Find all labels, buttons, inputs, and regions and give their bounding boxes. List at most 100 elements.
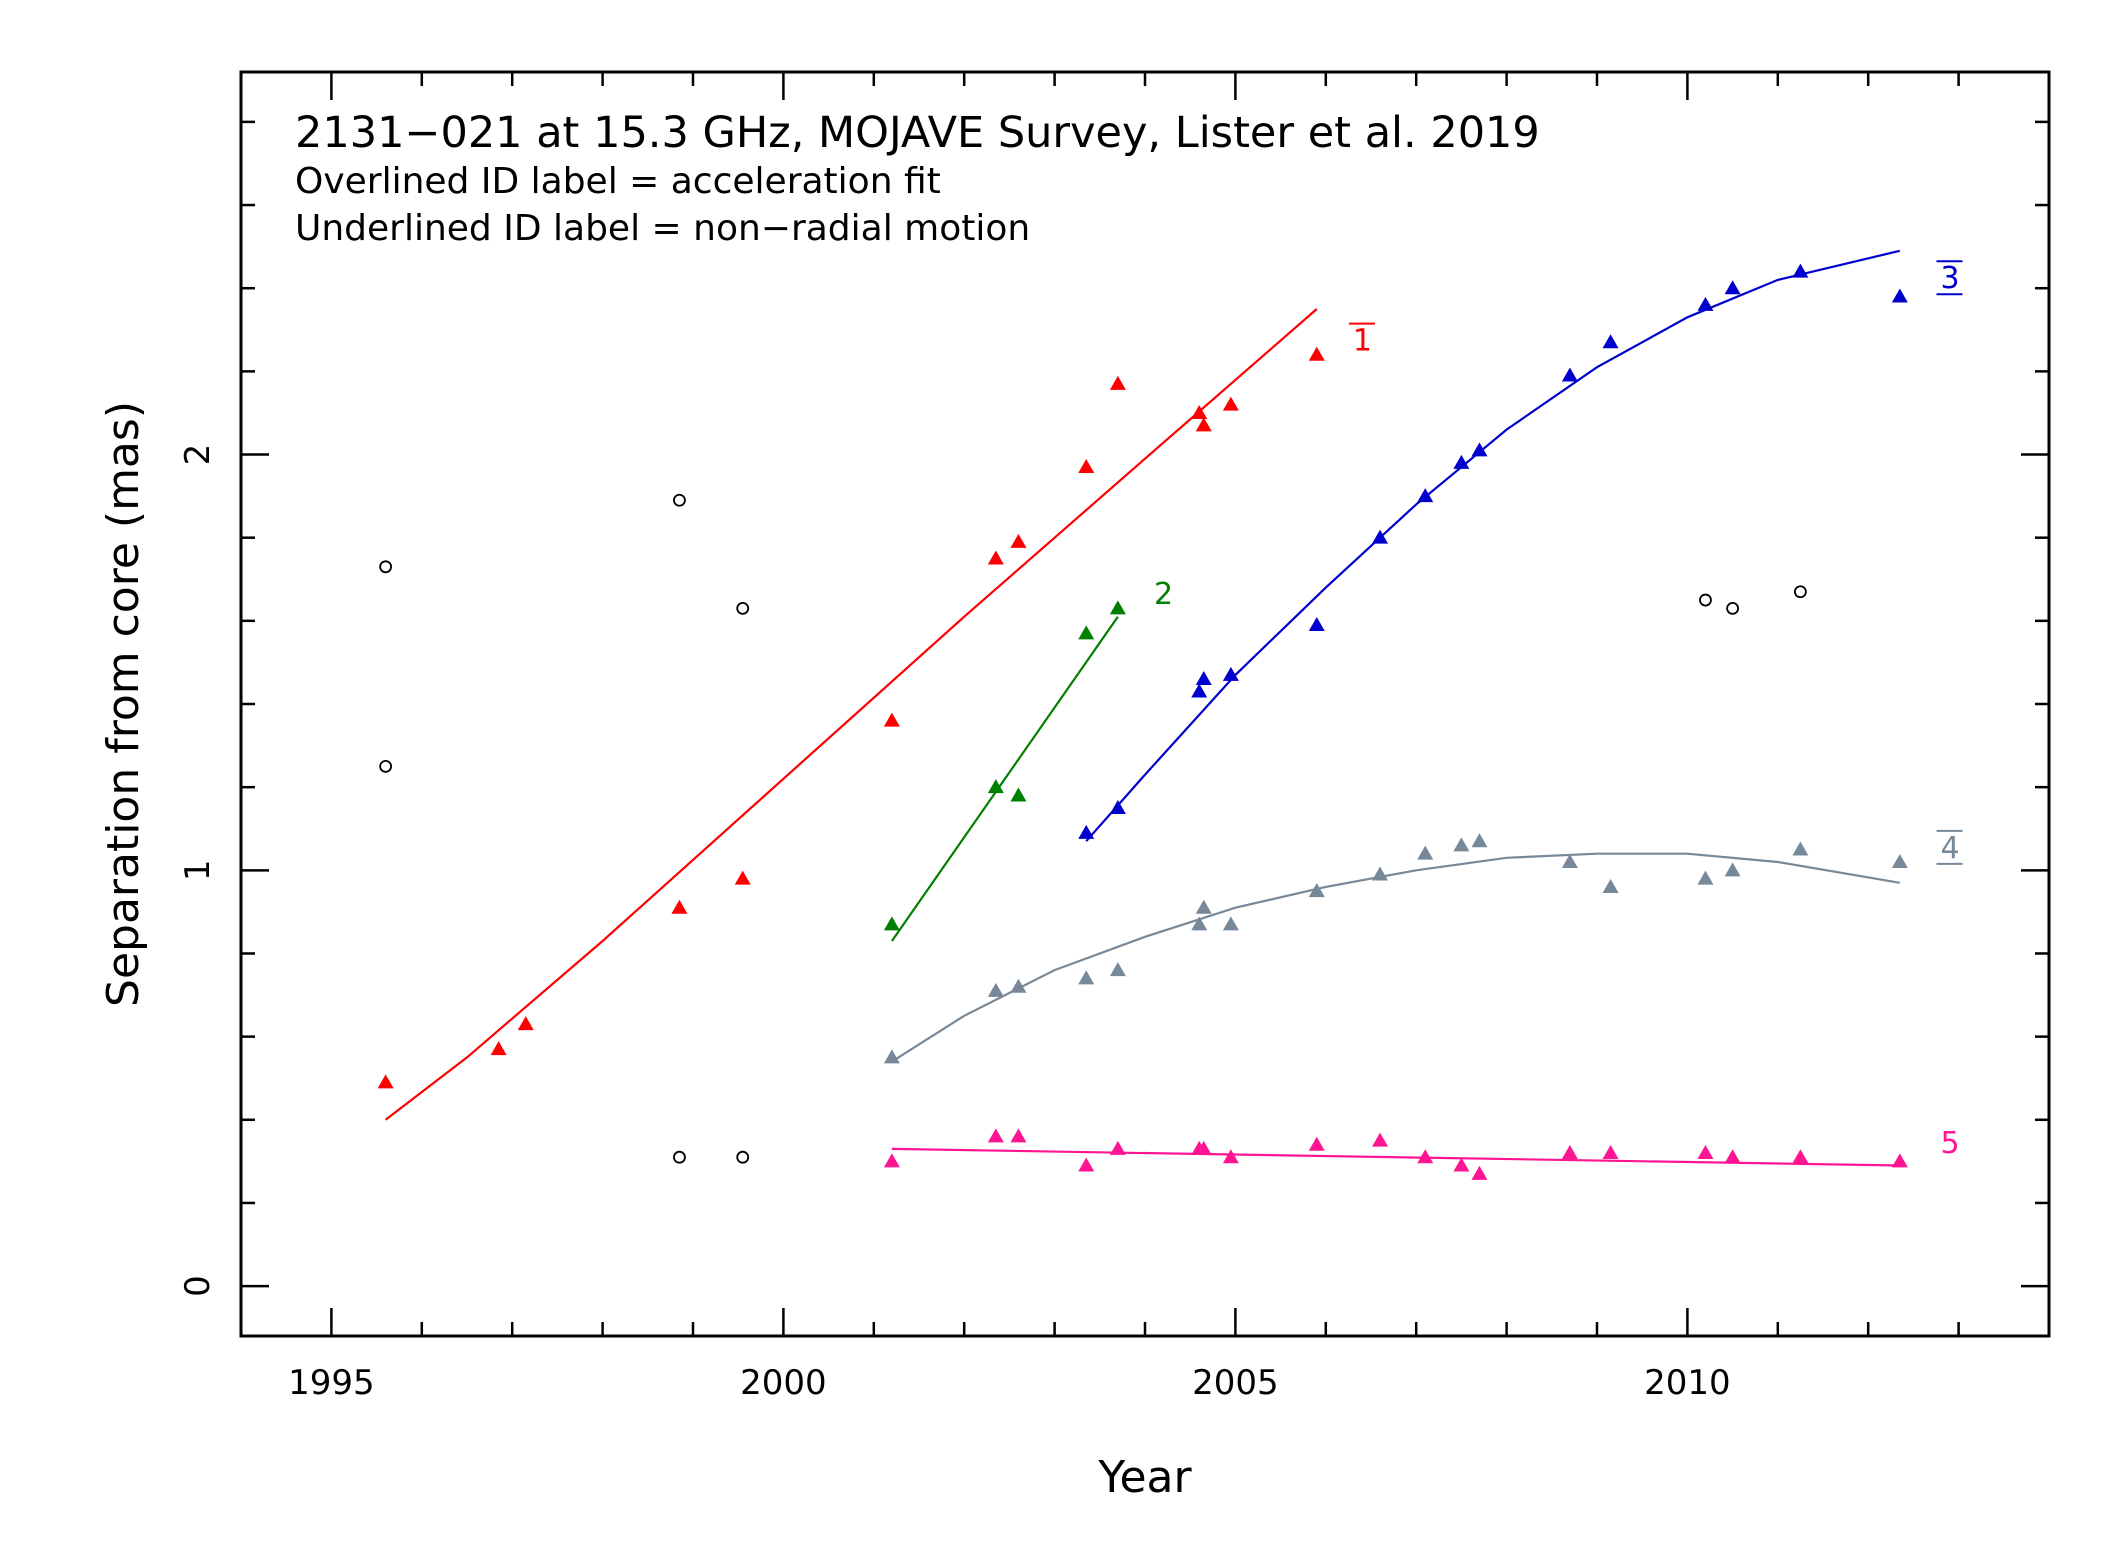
component-3-point [1792,263,1809,278]
component-1-point [1222,396,1239,411]
component-3-point [1195,671,1212,686]
component-2-point [1078,625,1095,640]
component-1-point [1195,417,1212,432]
component-4-point [1222,916,1239,931]
component-4-point [1109,962,1126,977]
component-3-point [1561,367,1578,382]
component-5-point [1417,1149,1434,1164]
x-axis-title: Year [1097,1452,1192,1503]
component-5-point [1222,1149,1239,1164]
component-5-point [883,1153,900,1168]
component-5-label: 5 [1941,1126,1960,1161]
component-5-point [987,1128,1004,1143]
component-3-point [1697,296,1714,311]
component-4-point [1195,899,1212,914]
component-3-point [1372,529,1389,544]
component-3-point [1222,666,1239,681]
data-markers [377,263,1908,1180]
series-labels: 1 2 3 4 5 [1154,260,1963,1161]
component-5-point [1010,1128,1027,1143]
chart-subtitle-1: Overlined ID label = acceleration fit [295,161,941,202]
component-5-point [1792,1149,1809,1164]
component-4-point [1453,837,1470,852]
component-1-point [1109,375,1126,390]
unassigned-point [736,601,750,615]
component-3-point [1453,454,1470,469]
component-3-point [1602,334,1619,349]
component-1-point [377,1074,394,1089]
component-4-point [1697,870,1714,885]
component-1-point [1010,533,1027,548]
component-3-point [1308,617,1325,631]
component-4-label: 4 [1941,831,1960,866]
component-4-point [1078,970,1095,985]
component-5-point [1724,1149,1741,1164]
component-5-fit-line [891,1147,1900,1167]
component-4-point [1891,854,1908,868]
component-5-point [1109,1140,1126,1155]
component-5-point [1195,1140,1212,1155]
component-4-point [1724,862,1741,877]
component-3-point [1191,683,1208,698]
unassigned-point [1726,601,1739,615]
component-4-point [1602,878,1619,893]
component-1-point [490,1041,507,1056]
component-5-point [1308,1136,1325,1151]
plot-frame [239,70,2051,1338]
component-5-point [1561,1145,1578,1160]
component-3-label: 3 [1941,261,1960,296]
component-2-point [883,916,900,931]
component-4-point [1191,916,1208,931]
component-4-point [1792,841,1809,856]
component-5-point [1471,1165,1488,1180]
unassigned-point [1699,593,1712,607]
component-4-point [1561,854,1578,868]
component-4-point [1308,883,1325,898]
component-3-point [1471,442,1488,457]
component-3-point [1078,824,1095,839]
x-tick-label: 1995 [288,1363,375,1403]
component-4-point [883,1049,900,1064]
component-1-point [734,870,751,885]
unassigned-point [673,1150,686,1164]
component-5-point [1372,1132,1389,1147]
component-5-point [1697,1145,1714,1160]
component-2-point [1109,600,1126,615]
component-4-point [1372,866,1389,881]
component-1-point [1078,459,1095,473]
y-tick-label: 0 [178,1275,218,1297]
unassigned-point [379,759,393,773]
component-4-point [1010,978,1027,993]
component-2-point [987,779,1004,794]
component-1-label: 1 [1353,324,1372,359]
component-3-point [1417,488,1434,503]
component-1-point [517,1016,534,1031]
component-5-point [1078,1157,1095,1172]
y-axis-title: Separation from core (mas) [98,401,149,1007]
y-tick-label: 1 [178,859,218,881]
component-3-fit-line [1085,249,1901,842]
component-4-point [1417,845,1434,860]
component-4-fit-line [891,852,1900,1063]
unassigned-point [736,1150,750,1164]
component-3-point [1109,799,1126,814]
component-5-point [1891,1153,1908,1168]
fit-lines [384,249,1901,1167]
chart-subtitle-2: Underlined ID label = non−radial motion [295,208,1030,249]
x-tick-label: 2005 [1192,1363,1279,1403]
component-1-point [987,550,1004,565]
x-tick-label: 2010 [1644,1363,1731,1403]
y-tick-label: 2 [178,444,218,466]
component-1-point [1308,346,1325,361]
component-1-point [883,712,900,727]
axis-ticks: 1995 2000 2005 2010 0 1 2 [178,72,2051,1403]
component-1-point [1191,404,1208,419]
component-1-fit-line [384,308,1318,1121]
component-2-fit-line [890,616,1119,942]
component-4-point [1471,833,1488,848]
chart-title: 2131−021 at 15.3 GHz, MOJAVE Survey, Lis… [295,108,1540,158]
unassigned-point [673,493,686,507]
component-5-point [1602,1145,1619,1160]
component-2-point [1010,787,1027,802]
